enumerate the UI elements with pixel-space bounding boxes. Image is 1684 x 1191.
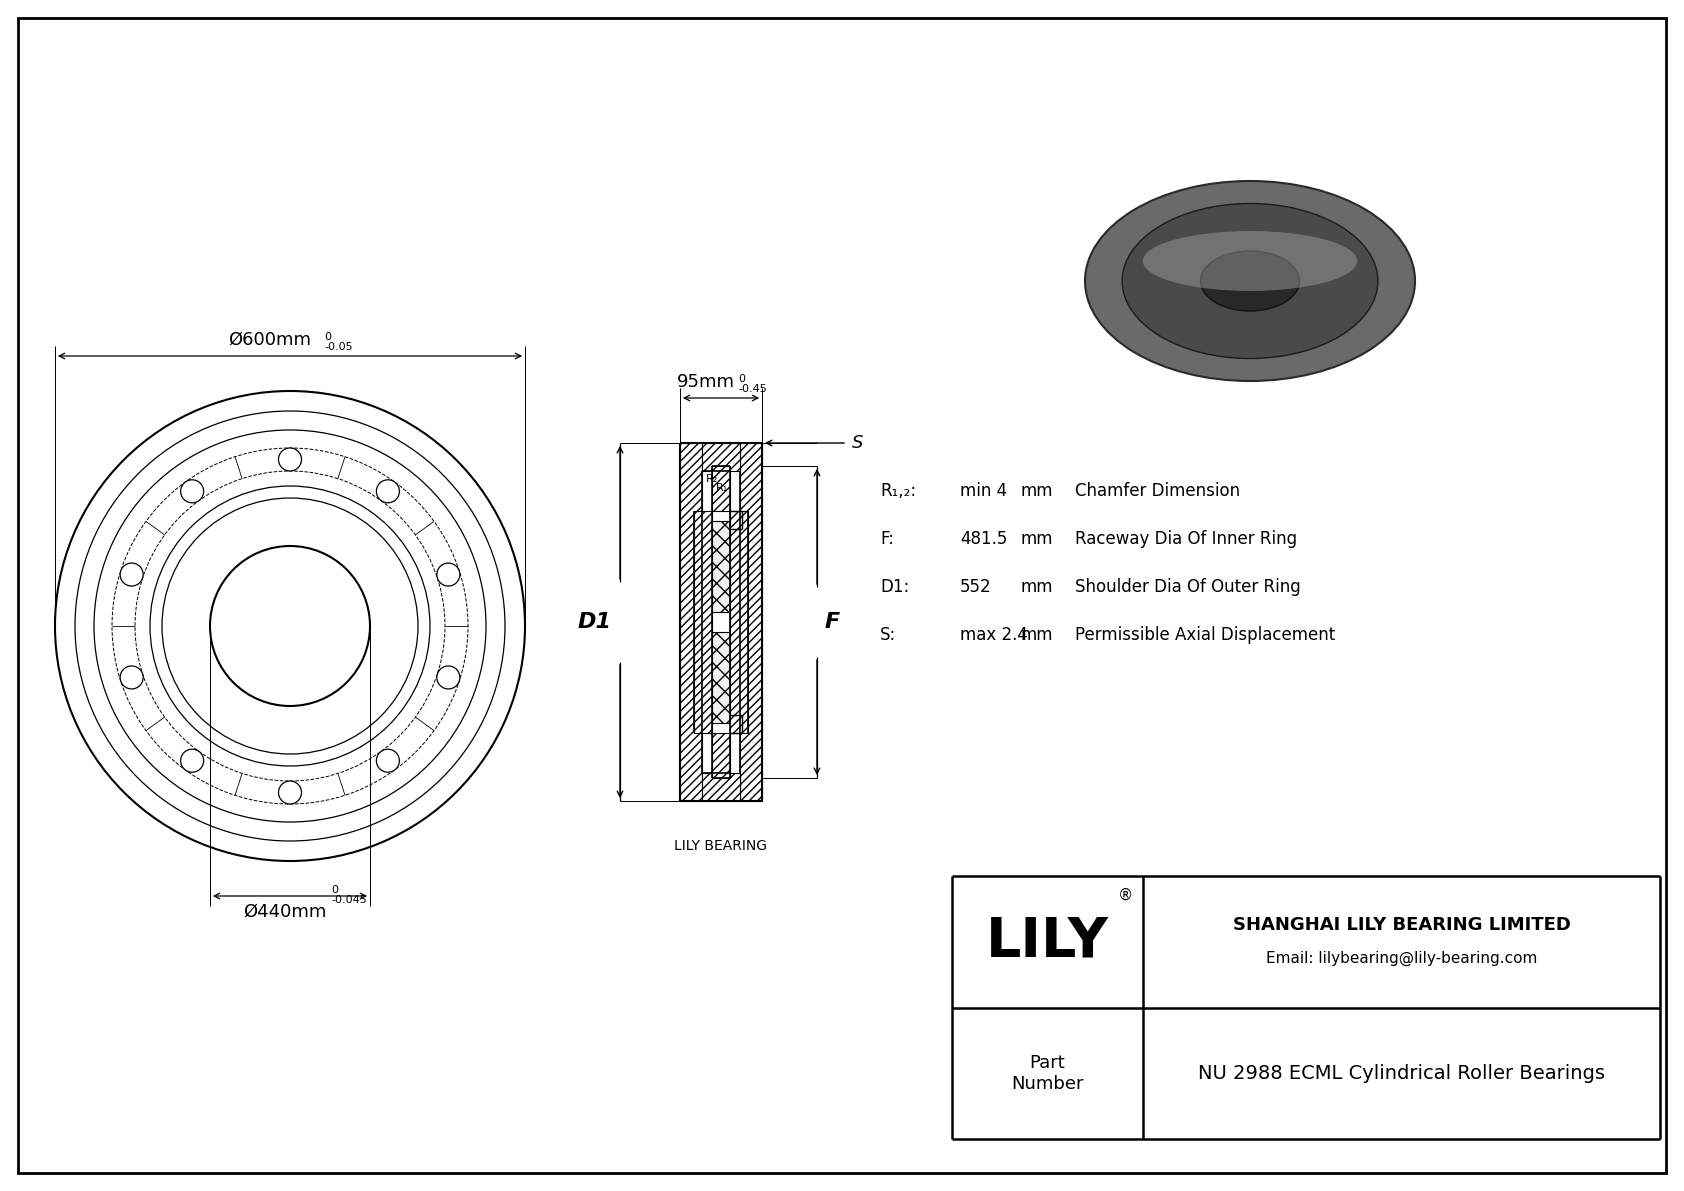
Text: S: S — [852, 434, 864, 453]
Bar — [729, 511, 743, 529]
Text: LILY BEARING: LILY BEARING — [675, 838, 768, 853]
Text: ®: ® — [1118, 888, 1133, 903]
Text: F:: F: — [881, 530, 894, 548]
Text: 0: 0 — [738, 374, 744, 384]
Circle shape — [278, 448, 301, 470]
Text: Raceway Dia Of Inner Ring: Raceway Dia Of Inner Ring — [1074, 530, 1297, 548]
Circle shape — [376, 480, 399, 503]
Circle shape — [376, 749, 399, 772]
Text: Permissible Axial Displacement: Permissible Axial Displacement — [1074, 626, 1335, 644]
Bar — [712, 732, 729, 778]
Text: -0.05: -0.05 — [323, 342, 352, 353]
Text: max 2.4: max 2.4 — [960, 626, 1027, 644]
Text: min 4: min 4 — [960, 482, 1007, 500]
Text: R₂: R₂ — [706, 474, 719, 484]
Ellipse shape — [1201, 251, 1300, 311]
Text: Shoulder Dia Of Outer Ring: Shoulder Dia Of Outer Ring — [1074, 578, 1300, 596]
Circle shape — [436, 666, 460, 688]
Ellipse shape — [1143, 231, 1357, 291]
Text: NU 2988 ECML Cylindrical Roller Bearings: NU 2988 ECML Cylindrical Roller Bearings — [1197, 1064, 1605, 1083]
Bar — [694, 511, 712, 732]
Text: F: F — [825, 612, 840, 632]
Circle shape — [436, 563, 460, 586]
Circle shape — [180, 480, 204, 503]
Bar — [739, 443, 761, 802]
Bar — [729, 511, 748, 732]
Bar — [702, 443, 739, 470]
Text: 481.5: 481.5 — [960, 530, 1007, 548]
Text: Ø440mm: Ø440mm — [242, 903, 327, 921]
Circle shape — [120, 666, 143, 688]
Text: D1:: D1: — [881, 578, 909, 596]
Text: Chamfer Dimension: Chamfer Dimension — [1074, 482, 1239, 500]
Bar — [680, 443, 702, 802]
Bar — [702, 773, 739, 802]
Text: Part
Number: Part Number — [1012, 1054, 1084, 1092]
Circle shape — [278, 781, 301, 804]
Text: mm: mm — [1021, 482, 1052, 500]
Text: LILY: LILY — [987, 915, 1110, 968]
Text: 95mm: 95mm — [677, 373, 734, 391]
Text: Email: lilybearing@lily-bearing.com: Email: lilybearing@lily-bearing.com — [1266, 952, 1537, 966]
Text: 552: 552 — [960, 578, 992, 596]
Text: mm: mm — [1021, 578, 1052, 596]
Text: D1: D1 — [578, 612, 611, 632]
Text: mm: mm — [1021, 626, 1052, 644]
Text: 0: 0 — [323, 332, 332, 342]
Text: 0: 0 — [332, 885, 338, 894]
Bar — [712, 466, 729, 511]
Ellipse shape — [1122, 204, 1378, 358]
Ellipse shape — [1084, 181, 1415, 381]
Text: R₁,₂:: R₁,₂: — [881, 482, 916, 500]
Text: SHANGHAI LILY BEARING LIMITED: SHANGHAI LILY BEARING LIMITED — [1233, 916, 1571, 934]
Text: -0.45: -0.45 — [738, 384, 766, 394]
Text: S:: S: — [881, 626, 896, 644]
Circle shape — [180, 749, 204, 772]
Text: -0.045: -0.045 — [332, 894, 367, 905]
Bar — [702, 522, 729, 612]
Circle shape — [120, 563, 143, 586]
Text: Ø600mm: Ø600mm — [229, 331, 312, 349]
Bar — [729, 715, 743, 732]
Text: mm: mm — [1021, 530, 1052, 548]
Bar — [702, 632, 729, 723]
Text: R₁: R₁ — [716, 484, 727, 493]
